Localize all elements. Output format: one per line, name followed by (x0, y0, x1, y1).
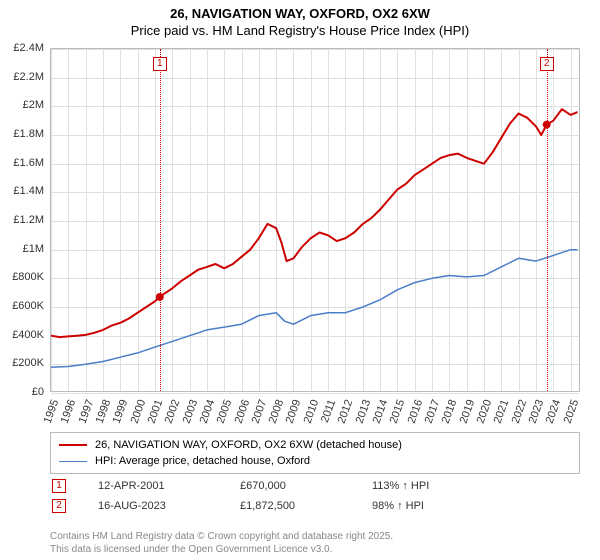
x-tick-label: 2005 (215, 398, 235, 425)
attribution-line2: This data is licensed under the Open Gov… (50, 544, 393, 557)
x-tick-label: 1999 (111, 398, 131, 425)
legend-swatch-hpi (59, 461, 87, 462)
sale-number-box: 2 (52, 499, 66, 513)
sales-table: 1 12-APR-2001 £670,000 113% ↑ HPI 2 16-AUG-20… (50, 476, 580, 516)
sale-hpi-pct: 113% ↑ HPI (372, 480, 429, 492)
y-tick-label: £1M (23, 243, 44, 255)
x-tick-label: 2025 (561, 398, 581, 425)
x-tick-label: 2018 (440, 398, 460, 425)
y-tick-label: £0 (32, 386, 44, 398)
legend-row-hpi: HPI: Average price, detached house, Oxfo… (59, 453, 571, 469)
y-tick-label: £2M (23, 99, 44, 111)
sale-hpi-pct: 98% ↑ HPI (372, 500, 424, 512)
chart-title-block: 26, NAVIGATION WAY, OXFORD, OX2 6XW Pric… (0, 0, 600, 38)
sale-price: £1,872,500 (240, 500, 340, 512)
legend-swatch-property (59, 444, 87, 446)
y-tick-label: £800K (12, 271, 44, 283)
sale-date: 16-AUG-2023 (98, 500, 208, 512)
sale-date: 12-APR-2001 (98, 480, 208, 492)
legend-row-property: 26, NAVIGATION WAY, OXFORD, OX2 6XW (det… (59, 437, 571, 453)
y-tick-label: £1.6M (13, 157, 44, 169)
y-tick-label: £1.2M (13, 214, 44, 226)
sale-marker-box: 1 (153, 57, 167, 71)
y-tick-label: £2.2M (13, 71, 44, 83)
legend: 26, NAVIGATION WAY, OXFORD, OX2 6XW (det… (50, 432, 580, 474)
x-tick-label: 2010 (301, 398, 321, 425)
sale-price: £670,000 (240, 480, 340, 492)
y-tick-label: £200K (12, 357, 44, 369)
sale-marker-box: 2 (540, 57, 554, 71)
chart-title-address: 26, NAVIGATION WAY, OXFORD, OX2 6XW (0, 6, 600, 21)
sale-number-box: 1 (52, 479, 66, 493)
legend-label-hpi: HPI: Average price, detached house, Oxfo… (95, 455, 310, 467)
sale-row: 1 12-APR-2001 £670,000 113% ↑ HPI (50, 476, 580, 496)
y-tick-label: £1.8M (13, 128, 44, 140)
sale-row: 2 16-AUG-2023 £1,872,500 98% ↑ HPI (50, 496, 580, 516)
chart-title-subtitle: Price paid vs. HM Land Registry's House … (0, 23, 600, 38)
y-tick-label: £400K (12, 329, 44, 341)
y-tick-label: £2.4M (13, 42, 44, 54)
attribution: Contains HM Land Registry data © Crown c… (50, 531, 393, 556)
y-tick-label: £600K (12, 300, 44, 312)
legend-label-property: 26, NAVIGATION WAY, OXFORD, OX2 6XW (det… (95, 439, 402, 451)
x-tick-label: 2002 (163, 398, 183, 425)
chart-plot-area: 12 (50, 48, 580, 392)
y-axis: £0£200K£400K£600K£800K£1M£1.2M£1.4M£1.6M… (0, 48, 48, 392)
y-tick-label: £1.4M (13, 185, 44, 197)
x-axis: 1995199619971998199920002001200220032004… (50, 394, 580, 434)
attribution-line1: Contains HM Land Registry data © Crown c… (50, 531, 393, 544)
x-tick-label: 2024 (544, 398, 564, 425)
x-tick-label: 2021 (492, 398, 512, 425)
chart-svg (51, 49, 579, 391)
x-tick-label: 1996 (59, 398, 79, 425)
